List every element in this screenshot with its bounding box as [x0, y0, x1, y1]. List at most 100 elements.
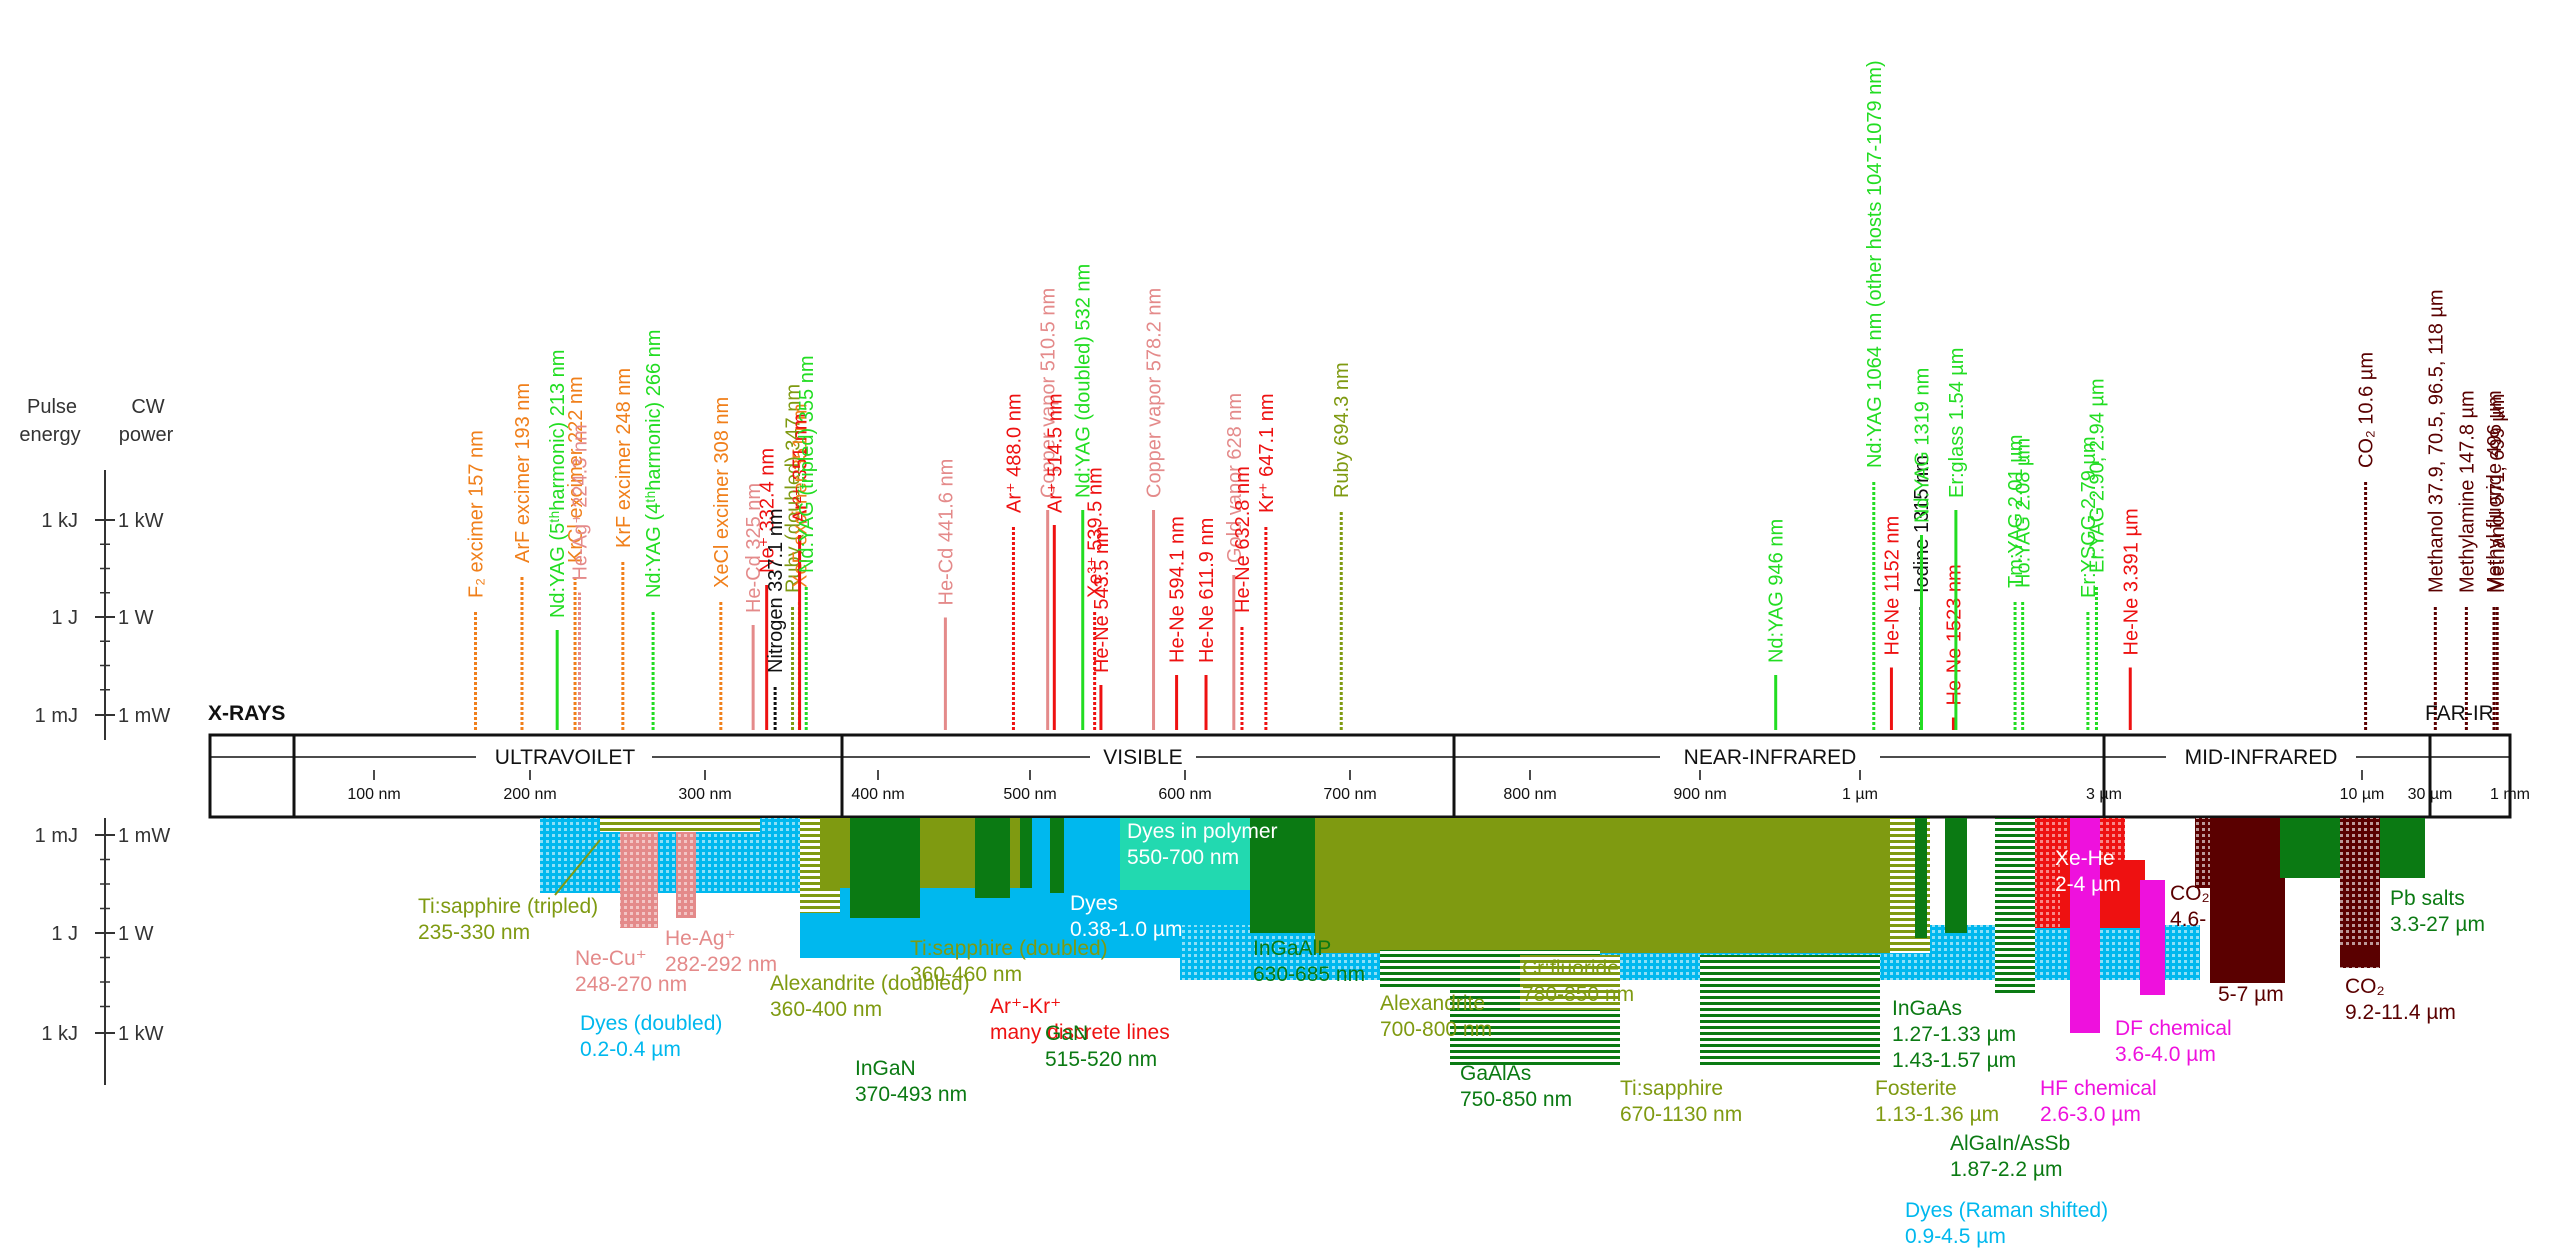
- axis-tick-label: 200 nm: [503, 786, 556, 803]
- laser-label: Nd:YAG 946 nm: [1766, 519, 1788, 663]
- laser-label: He-Cd 441.6 nm: [935, 459, 957, 606]
- axis-tick-label: 3 µm: [2086, 786, 2122, 803]
- laser-label: He-Ne 1152 nm: [1881, 516, 1903, 656]
- lower-cw-tick-label: 1 W: [118, 923, 154, 945]
- range-value: 750-850 nm: [1460, 1088, 1572, 1111]
- x-rays-label: X-RAYS: [208, 702, 285, 725]
- range-name: Ti:sapphire: [1620, 1077, 1723, 1100]
- range-name: Dyes: [1070, 892, 1118, 915]
- visible-band-label: VISIBLE: [1103, 746, 1182, 769]
- cw-tick-label: 1 mW: [118, 705, 170, 727]
- pulse-label-2: energy: [19, 424, 80, 446]
- axis-tick-label: 1 µm: [1842, 786, 1878, 803]
- laser-label: Copper vapor 510.5 nm: [1038, 288, 1060, 498]
- lower-pulse-tick-label: 1 J: [51, 923, 78, 945]
- axis-tick-label: 400 nm: [851, 786, 904, 803]
- axis-tick-label: 500 nm: [1003, 786, 1056, 803]
- range-value: 780-850 nm: [1522, 983, 1634, 1006]
- range-name: He-Ag⁺: [665, 927, 736, 950]
- laser-label: CO₂ 10.6 µm: [2356, 352, 2378, 468]
- range-value: 360-460 nm: [910, 963, 1022, 986]
- laser-label: He-Cd 325 nm: [743, 483, 765, 613]
- ingaas-block-2: [1945, 818, 1967, 933]
- range-name: AlGaIn/AsSb: [1950, 1132, 2070, 1155]
- range-value: 630-685 nm: [1253, 963, 1365, 986]
- laser-label: Iodine 1315 nm: [1911, 455, 1933, 593]
- range-name: HF chemical: [2040, 1077, 2157, 1100]
- pulse-label-1: Pulse: [27, 396, 77, 418]
- range-value: 0.9-4.5 µm: [1905, 1225, 2006, 1248]
- pulse-tick-label: 1 mJ: [35, 705, 78, 727]
- range-value: 2.6-3.0 µm: [2040, 1103, 2141, 1126]
- range-value: 670-1130 nm: [1620, 1103, 1742, 1126]
- laser-label: Nd:YAG 1064 nm (other hosts 1047-1079 nm…: [1864, 60, 1886, 468]
- laser-label: Nd:YAG (doubled) 532 nm: [1073, 264, 1095, 498]
- axis-tick-label: 600 nm: [1158, 786, 1211, 803]
- laser-label: He-Ne 543.5 nm: [1091, 526, 1113, 673]
- laser-label: Methylamine 147.8 µm: [2456, 390, 2478, 593]
- ti-sapphire-block: [1315, 818, 1915, 953]
- range-value: 248-270 nm: [575, 973, 687, 996]
- lower-pulse-tick-label: 1 kJ: [41, 1023, 78, 1045]
- range-value: 1.27-1.33 µm: [1892, 1023, 2016, 1046]
- axis-tick-label: 100 nm: [347, 786, 400, 803]
- axis-tick-label: 900 nm: [1673, 786, 1726, 803]
- range-value: 3.3-27 µm: [2390, 913, 2485, 936]
- ingan-block-3: [1020, 818, 1032, 888]
- laser-label: Er:glass 1.54 µm: [1946, 348, 1968, 498]
- he-ag-block: [676, 818, 696, 918]
- range-name: Alexandrite: [1380, 992, 1485, 1015]
- co-block: [2210, 818, 2285, 983]
- range-value: 0.38-1.0 µm: [1070, 918, 1183, 941]
- range-value: 0.2-0.4 µm: [580, 1038, 681, 1061]
- range-name: Pb salts: [2390, 887, 2465, 910]
- laser-label: He-Ne 611.9 nm: [1196, 518, 1218, 663]
- laser-label: Xe³⁺ 539.5 nm: [1085, 467, 1107, 598]
- range-name: Ti:sapphire (tripled): [418, 895, 598, 918]
- laser-label: Ne⁺ 332.4 nm: [757, 448, 779, 573]
- laser-label: He-Ne 3.391 µm: [2120, 508, 2142, 655]
- laser-label: Ar⁺ 514.5 nm: [1044, 393, 1066, 513]
- range-name: InGaN: [855, 1057, 916, 1080]
- ti-sapphire-tripled-leader: [554, 839, 601, 896]
- laser-label: Gold vapor 628 nm: [1224, 393, 1246, 563]
- range-value-2: 1.43-1.57 µm: [1892, 1049, 2016, 1072]
- laser-label: ArF excimer 193 nm: [512, 383, 534, 563]
- laser-label: XeCl excimer 308 nm: [711, 397, 733, 588]
- range-name: InGaAlP: [1253, 937, 1331, 960]
- ne-cu-block: [620, 818, 658, 928]
- laser-label: KrF excimer 248 nm: [613, 368, 635, 548]
- range-name: CO: [2218, 957, 2250, 980]
- range-value: 5-7 µm: [2218, 983, 2284, 1006]
- ingan-block: [850, 818, 920, 918]
- cw-label-1: CW: [131, 396, 164, 418]
- laser-label: Er:YSGG 2.79 µm: [2078, 436, 2100, 598]
- laser-label: Methanol 571, 699 µm: [2487, 394, 2509, 593]
- tunable-labels: Ti:sapphire (tripled) 235-330 nm Ne-Cu⁺ 248…: [418, 820, 2485, 1248]
- range-name: Ti:sapphire (doubled): [910, 937, 1108, 960]
- range-name: GaN: [1045, 1022, 1088, 1045]
- laser-label: Tm:YAG 2.01 µm: [2005, 435, 2027, 588]
- range-value: 1.87-2.2 µm: [1950, 1158, 2063, 1181]
- wavelength-ticks: 100 nm 200 nm 300 nm 400 nm 500 nm 600 nm 700 …: [347, 770, 2530, 803]
- laser-label: XeF excimer 351 nm: [789, 403, 811, 588]
- range-value: 515-520 nm: [1045, 1048, 1157, 1071]
- laser-label: Nd:YAG 1319 nm: [1911, 368, 1933, 523]
- laser-label: Ar⁺ 488.0 nm: [1003, 393, 1025, 513]
- co2-block: [2340, 818, 2380, 968]
- range-value: 4.6-: [2170, 908, 2206, 931]
- hf-chemical-block: [2070, 818, 2100, 1033]
- cw-label-2: power: [119, 424, 174, 446]
- range-name: Ar⁺-Kr⁺: [990, 995, 1061, 1018]
- range-value: 9.2-11.4 µm: [2345, 1001, 2456, 1024]
- laser-label: Kr⁺ 647.1 nm: [1256, 393, 1278, 513]
- range-value: 360-400 nm: [770, 998, 882, 1021]
- range-name: Ne-Cu⁺: [575, 947, 647, 970]
- algainassb-block: [1995, 818, 2035, 993]
- ti-sapphire-tripled-block: [600, 818, 760, 832]
- axis-tick-label: 800 nm: [1503, 786, 1556, 803]
- range-name: CO₂: [2345, 975, 2385, 998]
- range-value: 282-292 nm: [665, 953, 777, 976]
- df-chemical-block: [2140, 880, 2165, 995]
